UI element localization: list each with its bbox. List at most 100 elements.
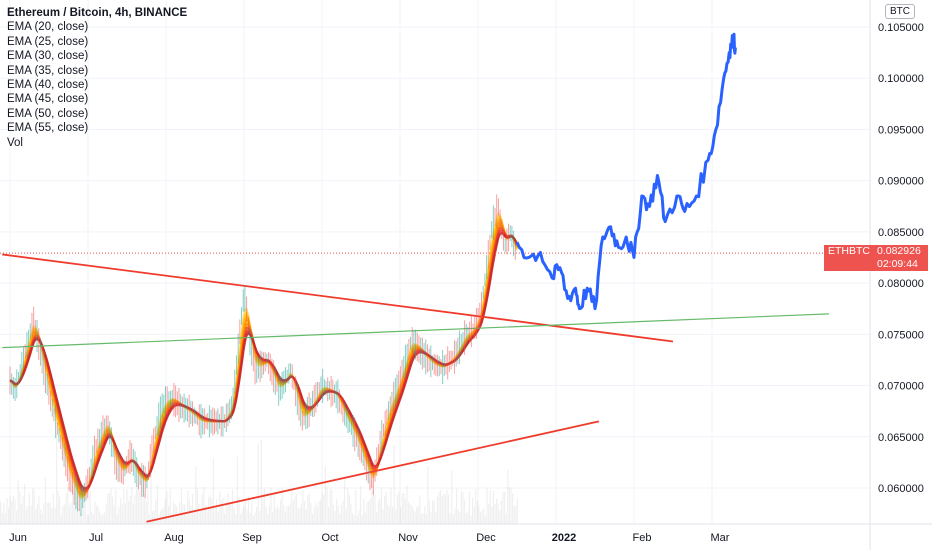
volume-bar xyxy=(84,491,86,524)
volume-bar xyxy=(155,500,157,524)
volume-bar xyxy=(100,515,102,524)
volume-bar xyxy=(216,499,218,524)
volume-bar xyxy=(460,490,462,524)
volume-bar xyxy=(401,493,403,524)
x-tick-label: Sep xyxy=(242,532,262,544)
volume-bar xyxy=(380,486,382,524)
indicator-ema-20[interactable]: EMA (20, close) xyxy=(7,21,89,34)
volume-bar xyxy=(12,495,14,524)
volume-bar xyxy=(88,515,90,524)
countdown-label: 02:09:44 xyxy=(824,258,928,271)
volume-bar xyxy=(152,511,154,524)
volume-bar xyxy=(425,513,427,524)
volume-bar xyxy=(374,494,376,524)
currency-button[interactable]: BTC xyxy=(885,4,915,19)
indicator-ema-55[interactable]: EMA (55, close) xyxy=(7,122,89,135)
volume-bar xyxy=(273,494,275,524)
volume-bar xyxy=(113,505,115,524)
volume-bar xyxy=(433,501,435,524)
volume-bar xyxy=(81,495,83,524)
volume-bar xyxy=(481,510,483,524)
volume-bar xyxy=(448,494,450,524)
volume-bar xyxy=(411,505,413,524)
current-price-label: ETHBTC 0.082926 xyxy=(824,245,928,258)
volume-bar xyxy=(304,501,306,524)
volume-bar xyxy=(283,505,285,524)
indicator-ema-45[interactable]: EMA (45, close) xyxy=(7,93,89,106)
volume-bar xyxy=(131,486,133,524)
volume-bar xyxy=(427,466,429,524)
volume-bar xyxy=(515,505,517,524)
volume-bar xyxy=(121,504,123,524)
volume-bar xyxy=(430,511,432,524)
volume-bar xyxy=(494,503,496,524)
volume-bar xyxy=(172,501,174,524)
volume-bar xyxy=(422,513,424,524)
indicator-ema-25[interactable]: EMA (25, close) xyxy=(7,35,89,48)
volume-bar xyxy=(398,491,400,524)
volume-bar xyxy=(312,513,314,524)
volume-bar xyxy=(116,513,118,524)
volume-bar xyxy=(75,501,77,524)
volume-bar xyxy=(20,503,22,524)
volume-bar xyxy=(403,493,405,524)
indicator-ema-40[interactable]: EMA (40, close) xyxy=(7,79,89,92)
volume-bar xyxy=(276,506,278,524)
volume-bar xyxy=(320,499,322,524)
volume-bar xyxy=(137,486,139,524)
volume-bar xyxy=(438,492,440,524)
volume-bar xyxy=(1,512,3,524)
volume-bar xyxy=(56,434,58,524)
volume-bar xyxy=(420,513,422,524)
volume-bar xyxy=(318,501,320,524)
volume-bar xyxy=(99,511,101,524)
volume-bar xyxy=(57,490,59,524)
volume-bar xyxy=(328,506,330,524)
volume-bar xyxy=(70,502,72,524)
volume-bar xyxy=(366,501,368,524)
volume-bar xyxy=(67,487,69,524)
indicator-ema-35[interactable]: EMA (35, close) xyxy=(7,64,89,77)
volume-bar xyxy=(249,513,251,524)
volume-bar xyxy=(156,484,158,524)
volume-bar xyxy=(382,509,384,524)
volume-bar xyxy=(78,508,80,524)
volume-bar xyxy=(336,498,338,524)
volume-bar xyxy=(369,499,371,524)
volume-bar xyxy=(350,504,352,524)
indicator-volume[interactable]: Vol xyxy=(7,136,23,149)
x-tick-label: Nov xyxy=(398,532,418,544)
volume-bar xyxy=(150,462,152,524)
volume-bar xyxy=(147,489,149,524)
volume-bar xyxy=(486,487,488,524)
volume-bar xyxy=(244,500,246,524)
volume-bar xyxy=(348,494,350,524)
x-tick-label: Feb xyxy=(633,532,652,544)
indicator-ema-50[interactable]: EMA (50, close) xyxy=(7,107,89,120)
volume-bar xyxy=(329,488,331,524)
chart-legend: Ethereum / Bitcoin, 4h, BINANCE EMA (20,… xyxy=(7,6,187,150)
countdown-value: 02:09:44 xyxy=(877,258,918,270)
volume-bar xyxy=(166,491,168,524)
volume-bar xyxy=(145,500,147,524)
volume-bar xyxy=(187,490,189,524)
volume-bar xyxy=(230,502,232,524)
volume-bar xyxy=(224,513,226,524)
volume-bar xyxy=(504,492,506,524)
volume-bar xyxy=(371,476,373,524)
volume-bar xyxy=(232,489,234,524)
volume-bar xyxy=(376,512,378,524)
volume-bar xyxy=(347,487,349,524)
volume-bar xyxy=(302,490,304,524)
volume-bar xyxy=(340,504,342,524)
volume-bar xyxy=(462,491,464,524)
y-tick-label: 0.085000 xyxy=(878,227,924,239)
volume-bar xyxy=(444,494,446,524)
indicator-ema-30[interactable]: EMA (30, close) xyxy=(7,50,89,63)
volume-bar xyxy=(272,511,274,524)
volume-bar xyxy=(196,487,198,524)
volume-bar xyxy=(291,491,293,524)
volume-bar xyxy=(19,491,21,524)
